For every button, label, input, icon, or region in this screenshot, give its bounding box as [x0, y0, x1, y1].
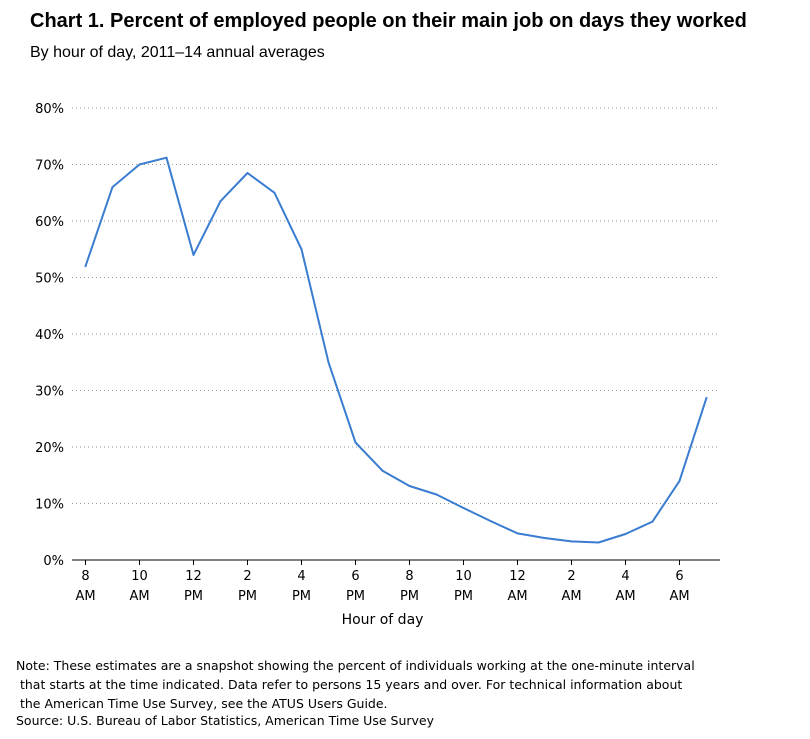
x-tick-label-period: AM — [615, 589, 635, 604]
x-tick-label: 12 — [185, 569, 202, 584]
y-tick-label: 20% — [35, 441, 64, 456]
chart-source: Source: U.S. Bureau of Labor Statistics,… — [16, 713, 434, 728]
line-chart: 0% 10% 20% 30% 40% 50% 60% 70% 80% 8 AM 10 AM 12 PM 2 P… — [35, 102, 720, 628]
gridlines — [72, 107, 720, 504]
data-point — [570, 540, 573, 543]
data-point — [354, 441, 357, 444]
y-axis-tick-labels: 0% 10% 20% 30% 40% 50% 60% 70% 80% — [35, 102, 64, 569]
data-point — [597, 541, 600, 544]
x-tick-label: 8 — [81, 569, 89, 584]
data-point — [84, 265, 87, 268]
data-point — [111, 186, 114, 189]
data-point — [489, 520, 492, 523]
x-tick-label: 4 — [297, 569, 305, 584]
x-tick-label: 10 — [131, 569, 148, 584]
x-tick-label: 4 — [621, 569, 629, 584]
y-tick-label: 60% — [35, 215, 64, 230]
y-tick-label: 10% — [35, 498, 64, 513]
data-point — [300, 248, 303, 251]
x-tick-label-period: PM — [346, 589, 365, 604]
x-tick-label-period: AM — [129, 589, 149, 604]
y-tick-label: 80% — [35, 102, 64, 117]
x-tick-label-period: AM — [75, 589, 95, 604]
y-tick-label: 30% — [35, 385, 64, 400]
x-tick-label: 2 — [567, 569, 575, 584]
y-tick-label: 70% — [35, 159, 64, 174]
data-point — [651, 520, 654, 523]
y-tick-label: 0% — [43, 554, 64, 569]
series-line — [84, 156, 708, 544]
x-tick-label-period: PM — [454, 589, 473, 604]
data-point — [327, 361, 330, 364]
chart-note: Note: These estimates are a snapshot sho… — [16, 658, 695, 711]
x-axis-title: Hour of day — [342, 612, 424, 628]
x-tick-label: 6 — [675, 569, 683, 584]
x-tick-label-period: AM — [507, 589, 527, 604]
x-tick-label-period: AM — [669, 589, 689, 604]
data-point — [381, 469, 384, 472]
x-tick-label-period: AM — [561, 589, 581, 604]
data-point — [543, 536, 546, 539]
data-point — [705, 396, 708, 399]
x-tick-label: 10 — [455, 569, 472, 584]
data-point — [408, 484, 411, 487]
data-point — [678, 479, 681, 482]
x-tick-label: 12 — [509, 569, 526, 584]
series-layer — [84, 156, 708, 544]
data-point — [435, 493, 438, 496]
x-tick-label-period: PM — [238, 589, 257, 604]
x-tick-label: 2 — [243, 569, 251, 584]
data-point — [462, 507, 465, 510]
data-point — [246, 171, 249, 174]
x-tick-label: 8 — [405, 569, 413, 584]
data-point — [273, 191, 276, 194]
chart-subtitle: By hour of day, 2011–14 annual averages — [30, 44, 325, 61]
x-tick-label-period: PM — [400, 589, 419, 604]
chart-title: Chart 1. Percent of employed people on t… — [30, 10, 747, 32]
data-point — [516, 532, 519, 535]
y-tick-label: 40% — [35, 328, 64, 343]
x-tick-label-period: PM — [292, 589, 311, 604]
data-point — [192, 253, 195, 256]
data-point — [165, 156, 168, 159]
x-tick-label: 6 — [351, 569, 359, 584]
x-tick-label-period: PM — [184, 589, 203, 604]
data-point — [219, 200, 222, 203]
data-point — [624, 533, 627, 536]
x-axis-tick-labels: 8 AM 10 AM 12 PM 2 PM 4 PM 6 PM 8 PM 10 PM 12 AM 2 AM 4 AM 6 AM — [75, 569, 689, 604]
y-tick-label: 50% — [35, 272, 64, 287]
data-point — [138, 163, 141, 166]
axes — [72, 559, 720, 565]
